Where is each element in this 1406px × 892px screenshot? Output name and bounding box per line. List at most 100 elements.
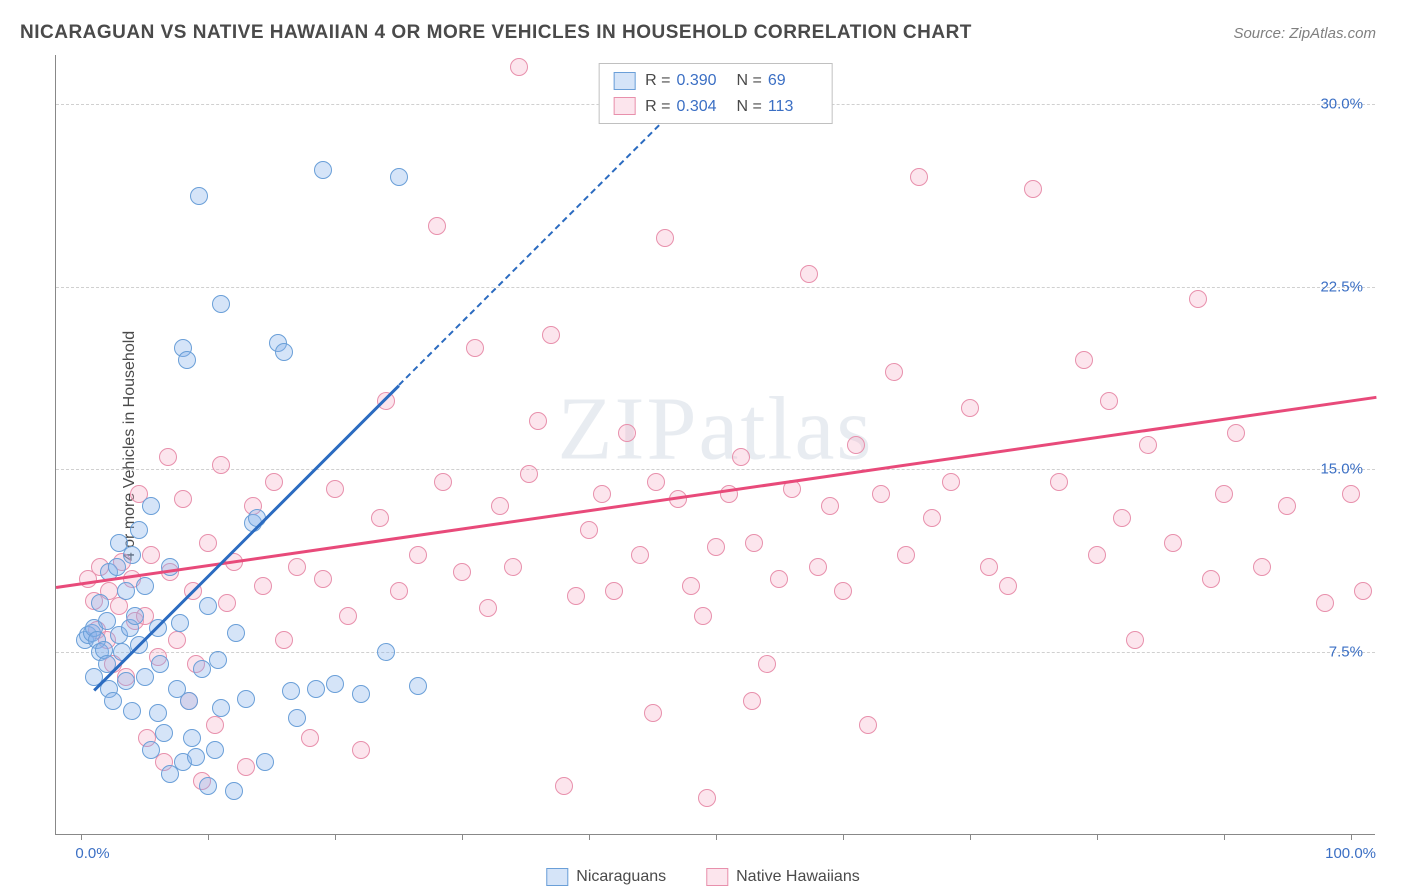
watermark: ZIPatlas [558, 377, 874, 480]
data-point-native_hawaiians [682, 577, 700, 595]
x-tick-label: 0.0% [75, 845, 109, 862]
y-tick-label: 22.5% [1320, 278, 1363, 295]
data-point-native_hawaiians [618, 424, 636, 442]
data-point-native_hawaiians [504, 558, 522, 576]
data-point-nicaraguans [108, 558, 126, 576]
legend-row-nicaraguan: R = 0.390 N = 69 [613, 68, 818, 94]
data-point-nicaraguans [117, 672, 135, 690]
data-point-nicaraguans [98, 612, 116, 630]
legend-row-hawaiian: R = 0.304 N = 113 [613, 94, 818, 120]
data-point-native_hawaiians [1253, 558, 1271, 576]
data-point-native_hawaiians [999, 577, 1017, 595]
data-point-native_hawaiians [885, 363, 903, 381]
x-tick [1224, 834, 1225, 840]
data-point-native_hawaiians [159, 448, 177, 466]
x-tick [81, 834, 82, 840]
data-point-native_hawaiians [275, 631, 293, 649]
data-point-native_hawaiians [800, 265, 818, 283]
data-point-native_hawaiians [656, 229, 674, 247]
data-point-native_hawaiians [199, 534, 217, 552]
data-point-native_hawaiians [872, 485, 890, 503]
data-point-nicaraguans [136, 668, 154, 686]
data-point-native_hawaiians [980, 558, 998, 576]
data-point-nicaraguans [178, 351, 196, 369]
data-point-native_hawaiians [254, 577, 272, 595]
gridline [56, 287, 1375, 288]
data-point-native_hawaiians [1164, 534, 1182, 552]
data-point-native_hawaiians [174, 490, 192, 508]
data-point-nicaraguans [209, 651, 227, 669]
data-point-native_hawaiians [834, 582, 852, 600]
data-point-nicaraguans [326, 675, 344, 693]
data-point-native_hawaiians [847, 436, 865, 454]
data-point-native_hawaiians [1075, 351, 1093, 369]
data-point-native_hawaiians [453, 563, 471, 581]
data-point-nicaraguans [193, 660, 211, 678]
y-tick-label: 7.5% [1329, 644, 1363, 661]
data-point-nicaraguans [142, 497, 160, 515]
data-point-native_hawaiians [206, 716, 224, 734]
data-point-native_hawaiians [1088, 546, 1106, 564]
data-point-native_hawaiians [352, 741, 370, 759]
data-point-native_hawaiians [897, 546, 915, 564]
data-point-nicaraguans [256, 753, 274, 771]
data-point-native_hawaiians [942, 473, 960, 491]
data-point-native_hawaiians [644, 704, 662, 722]
x-tick [208, 834, 209, 840]
data-point-native_hawaiians [326, 480, 344, 498]
data-point-nicaraguans [130, 521, 148, 539]
data-point-native_hawaiians [1050, 473, 1068, 491]
data-point-nicaraguans [149, 704, 167, 722]
plot-area: ZIPatlas R = 0.390 N = 69 R = 0.304 N = … [55, 55, 1375, 835]
data-point-native_hawaiians [1342, 485, 1360, 503]
data-point-native_hawaiians [1316, 594, 1334, 612]
data-point-native_hawaiians [1189, 290, 1207, 308]
x-tick [716, 834, 717, 840]
data-point-native_hawaiians [301, 729, 319, 747]
series-legend: Nicaraguans Native Hawaiians [546, 868, 859, 886]
data-point-native_hawaiians [1139, 436, 1157, 454]
data-point-native_hawaiians [1126, 631, 1144, 649]
data-point-native_hawaiians [694, 607, 712, 625]
data-point-nicaraguans [282, 682, 300, 700]
data-point-nicaraguans [187, 748, 205, 766]
data-point-nicaraguans [151, 655, 169, 673]
data-point-native_hawaiians [520, 465, 538, 483]
x-tick [335, 834, 336, 840]
data-point-native_hawaiians [923, 509, 941, 527]
data-point-native_hawaiians [168, 631, 186, 649]
data-point-native_hawaiians [142, 546, 160, 564]
source-label: Source: ZipAtlas.com [1233, 25, 1376, 42]
data-point-native_hawaiians [390, 582, 408, 600]
data-point-native_hawaiians [555, 777, 573, 795]
data-point-native_hawaiians [1278, 497, 1296, 515]
data-point-native_hawaiians [218, 594, 236, 612]
data-point-native_hawaiians [821, 497, 839, 515]
data-point-native_hawaiians [542, 326, 560, 344]
data-point-nicaraguans [183, 729, 201, 747]
data-point-native_hawaiians [859, 716, 877, 734]
data-point-nicaraguans [227, 624, 245, 642]
data-point-native_hawaiians [745, 534, 763, 552]
data-point-nicaraguans [171, 614, 189, 632]
correlation-legend: R = 0.390 N = 69 R = 0.304 N = 113 [598, 63, 833, 124]
data-point-nicaraguans [91, 594, 109, 612]
data-point-native_hawaiians [428, 217, 446, 235]
data-point-native_hawaiians [371, 509, 389, 527]
data-point-native_hawaiians [580, 521, 598, 539]
data-point-native_hawaiians [961, 399, 979, 417]
data-point-nicaraguans [180, 692, 198, 710]
data-point-nicaraguans [288, 709, 306, 727]
data-point-nicaraguans [275, 343, 293, 361]
data-point-native_hawaiians [434, 473, 452, 491]
data-point-native_hawaiians [593, 485, 611, 503]
data-point-native_hawaiians [212, 456, 230, 474]
data-point-nicaraguans [155, 724, 173, 742]
data-point-native_hawaiians [510, 58, 528, 76]
data-point-nicaraguans [190, 187, 208, 205]
legend-item-nicaraguan: Nicaraguans [546, 868, 666, 886]
data-point-native_hawaiians [605, 582, 623, 600]
data-point-nicaraguans [307, 680, 325, 698]
data-point-native_hawaiians [314, 570, 332, 588]
data-point-nicaraguans [377, 643, 395, 661]
